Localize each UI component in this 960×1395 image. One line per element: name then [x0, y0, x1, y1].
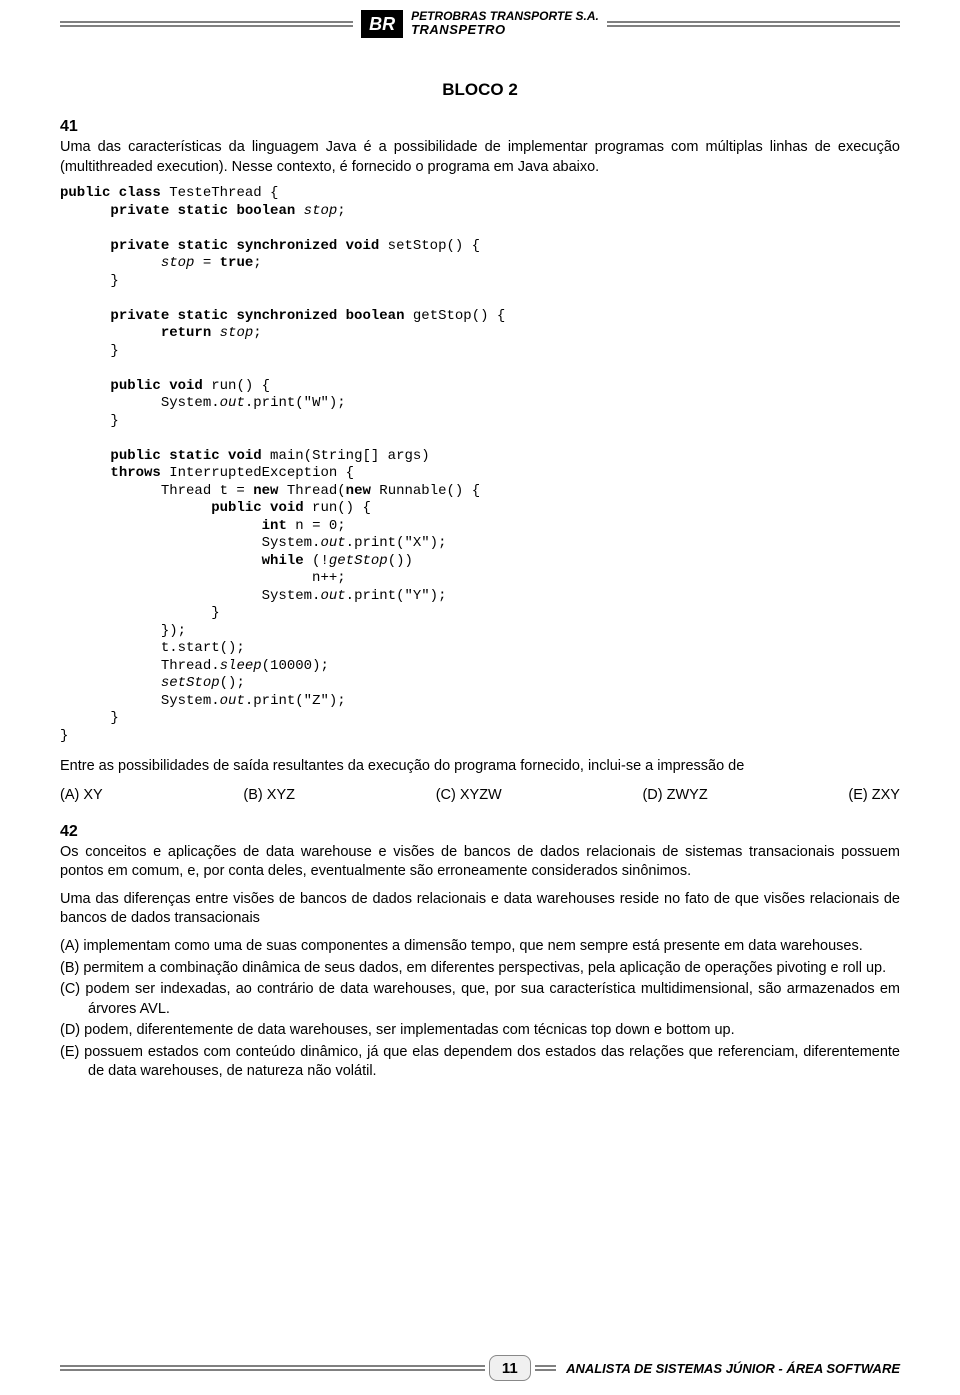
q42-opt-d: (D) podem, diferentemente de data wareho… [60, 1021, 900, 1041]
q42-opt-c: (C) podem ser indexadas, ao contrário de… [60, 980, 900, 1019]
footer-rule-gap [535, 1365, 556, 1371]
q41-code: public class TesteThread { private stati… [60, 185, 900, 745]
page-header: BR PETROBRAS TRANSPORTE S.A. TRANSPETRO [60, 0, 900, 42]
header-text: PETROBRAS TRANSPORTE S.A. TRANSPETRO [411, 10, 599, 37]
q41-opt-a: (A) XY [60, 787, 103, 803]
header-rule-left [60, 21, 353, 27]
br-logo: BR [361, 10, 403, 38]
brand-name: TRANSPETRO [411, 23, 599, 37]
block-title: BLOCO 2 [60, 80, 900, 100]
footer-rule-left [60, 1365, 485, 1371]
page-content: BLOCO 2 41 Uma das características da li… [0, 42, 960, 1082]
q41-options: (A) XY (B) XYZ (C) XYZW (D) ZWYZ (E) ZXY [60, 787, 900, 803]
q41-post: Entre as possibilidades de saída resulta… [60, 757, 900, 777]
header-rule-right [607, 21, 900, 27]
q42: 42 Os conceitos e aplicações de data war… [60, 823, 900, 1082]
q41-opt-e: (E) ZXY [848, 787, 900, 803]
q42-opt-b: (B) permitem a combinação dinâmica de se… [60, 959, 900, 979]
q41-opt-d: (D) ZWYZ [642, 787, 707, 803]
q42-opt-e: (E) possuem estados com conteúdo dinâmic… [60, 1043, 900, 1082]
header-center: BR PETROBRAS TRANSPORTE S.A. TRANSPETRO [353, 10, 607, 38]
q42-opt-a: (A) implementam como uma de suas compone… [60, 937, 900, 957]
q42-p1: Os conceitos e aplicações de data wareho… [60, 843, 900, 882]
page-footer: 11 ANALISTA DE SISTEMAS JÚNIOR - ÁREA SO… [60, 1355, 900, 1381]
q42-number: 42 [60, 823, 900, 841]
footer-caption: ANALISTA DE SISTEMAS JÚNIOR - ÁREA SOFTW… [556, 1361, 900, 1376]
q41-number: 41 [60, 118, 900, 136]
q42-p2: Uma das diferenças entre visões de banco… [60, 890, 900, 929]
q41-opt-b: (B) XYZ [243, 787, 295, 803]
page-number: 11 [489, 1355, 531, 1381]
q41-intro: Uma das características da linguagem Jav… [60, 138, 900, 177]
q41-opt-c: (C) XYZW [436, 787, 502, 803]
